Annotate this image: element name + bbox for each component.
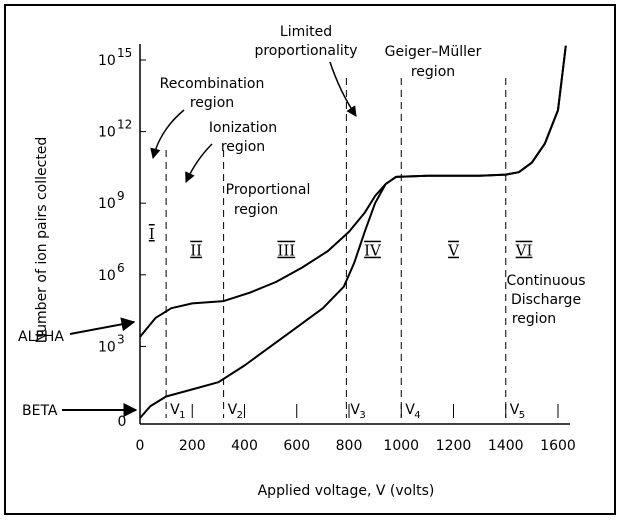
x-tick-label: 1400: [488, 438, 524, 454]
annotation-proportional-line2: region: [234, 202, 278, 218]
region-numeral: III: [277, 242, 295, 260]
chart-frame: [4, 4, 616, 515]
annotation-continuous-line3: region: [512, 311, 556, 327]
x-tick-label: 1600: [540, 438, 576, 454]
x-tick-label: 1000: [383, 438, 419, 454]
boundary-label: V: [350, 402, 360, 418]
y-tick-label: 0: [118, 414, 127, 430]
x-tick-label: 800: [336, 438, 363, 454]
region-numeral: IV: [364, 242, 382, 260]
boundary-label: V: [170, 402, 180, 418]
boundary-subscript: 4: [414, 410, 420, 421]
y-tick-exponent: 15: [117, 46, 132, 60]
recombination-arrow: [150, 109, 185, 160]
x-tick-label: 200: [179, 438, 206, 454]
boundary-subscript: 3: [359, 410, 365, 421]
region-numeral: I: [149, 225, 155, 243]
annotation-ionization-line1: Ionization: [209, 120, 277, 136]
x-tick-label: 1200: [436, 438, 472, 454]
annotation-ionization-line2: region: [221, 139, 265, 155]
alpha-arrow: [69, 317, 136, 335]
boundary-label: V: [228, 402, 238, 418]
boundary-subscript: 1: [179, 410, 185, 421]
region-numeral: V: [447, 242, 460, 260]
series-curve-beta: [139, 45, 567, 419]
annotation-limited-line2: proportionality: [254, 43, 357, 59]
annotation-proportional-line1: Proportional: [226, 182, 311, 198]
annotation-recombination-line2: region: [190, 95, 234, 111]
limited-arrow: [329, 61, 357, 117]
annotation-geiger-line1: Geiger–Müller: [385, 44, 482, 60]
y-tick-base: 10: [98, 268, 116, 284]
region-numeral: VI: [515, 242, 533, 260]
series-label-beta: BETA: [22, 403, 58, 419]
y-tick-base: 10: [98, 53, 116, 69]
annotation-continuous-line2: Discharge: [511, 292, 581, 308]
region-numeral: II: [190, 242, 202, 260]
annotation-geiger-line2: region: [411, 64, 455, 80]
annotation-recombination-line1: Recombination: [160, 76, 265, 92]
annotation-limited-line1: Limited: [280, 24, 332, 40]
boundary-subscript: 5: [519, 410, 525, 421]
annotation-continuous-line1: Continuous: [506, 273, 585, 289]
boundary-label: V: [405, 402, 415, 418]
x-tick-label: 600: [283, 438, 310, 454]
boundary-label: V: [510, 402, 520, 418]
y-tick-base: 10: [98, 339, 116, 355]
x-axis-title: Applied voltage, V (volts): [258, 483, 435, 499]
x-tick-label: 400: [231, 438, 258, 454]
y-tick-exponent: 3: [117, 332, 125, 346]
x-tick-label: 0: [136, 438, 145, 454]
series-label-alpha: ALPHA: [18, 329, 64, 345]
ionization-arrow: [185, 143, 213, 183]
y-tick-base: 10: [98, 196, 116, 212]
y-axis-title: Number of ion pairs collected: [34, 137, 50, 344]
boundary-subscript: 2: [237, 410, 243, 421]
y-tick-exponent: 6: [117, 261, 125, 275]
y-tick-base: 10: [98, 125, 116, 141]
y-tick-exponent: 12: [117, 118, 132, 132]
y-tick-exponent: 9: [117, 189, 125, 203]
